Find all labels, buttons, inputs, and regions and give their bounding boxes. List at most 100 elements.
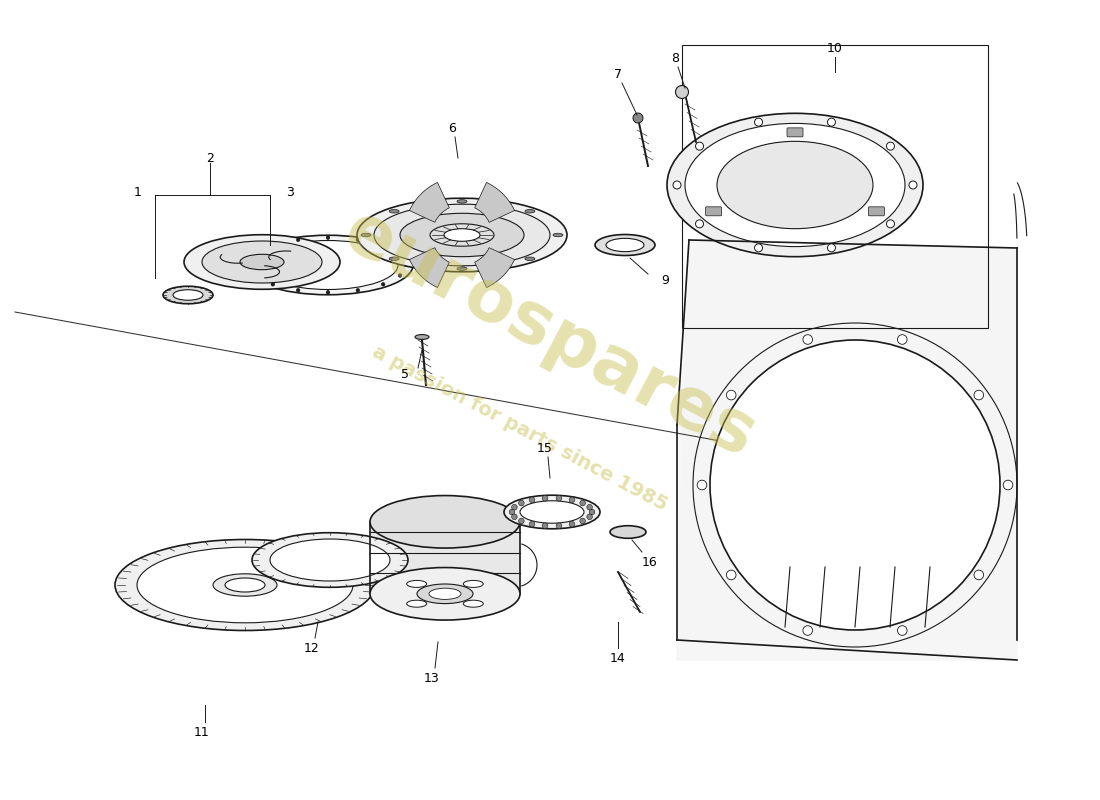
- Ellipse shape: [717, 142, 873, 229]
- Text: 12: 12: [304, 642, 320, 654]
- Circle shape: [726, 390, 736, 400]
- Circle shape: [542, 495, 548, 501]
- Circle shape: [726, 570, 736, 580]
- Circle shape: [271, 244, 275, 247]
- Text: 6: 6: [448, 122, 455, 134]
- Circle shape: [675, 86, 689, 98]
- Ellipse shape: [116, 539, 375, 630]
- Circle shape: [254, 253, 257, 256]
- Polygon shape: [676, 240, 1018, 640]
- Text: 15: 15: [537, 442, 553, 454]
- Ellipse shape: [667, 114, 923, 257]
- Circle shape: [755, 244, 762, 252]
- Text: 2: 2: [206, 151, 213, 165]
- Circle shape: [673, 181, 681, 189]
- Ellipse shape: [525, 257, 535, 261]
- Ellipse shape: [270, 539, 390, 581]
- Ellipse shape: [430, 224, 494, 246]
- Ellipse shape: [610, 526, 646, 538]
- Circle shape: [827, 118, 836, 126]
- Circle shape: [398, 253, 402, 256]
- Circle shape: [586, 514, 593, 519]
- Ellipse shape: [415, 334, 429, 339]
- Ellipse shape: [463, 600, 483, 607]
- Circle shape: [254, 274, 257, 278]
- Text: eurospares: eurospares: [332, 198, 768, 473]
- Circle shape: [509, 509, 515, 515]
- Circle shape: [327, 290, 330, 294]
- Ellipse shape: [184, 234, 340, 290]
- Ellipse shape: [252, 533, 408, 587]
- FancyBboxPatch shape: [868, 207, 884, 216]
- Circle shape: [512, 505, 517, 510]
- Circle shape: [803, 334, 813, 344]
- Ellipse shape: [173, 290, 204, 300]
- Circle shape: [249, 263, 252, 266]
- Ellipse shape: [595, 234, 654, 255]
- Ellipse shape: [407, 581, 427, 587]
- Circle shape: [382, 282, 385, 286]
- Ellipse shape: [370, 495, 520, 548]
- Text: 16: 16: [642, 555, 658, 569]
- Ellipse shape: [429, 588, 461, 599]
- Ellipse shape: [243, 235, 412, 294]
- Polygon shape: [370, 522, 520, 594]
- Ellipse shape: [456, 267, 468, 270]
- Text: 9: 9: [661, 274, 669, 286]
- Ellipse shape: [400, 214, 524, 257]
- Circle shape: [590, 509, 595, 515]
- Text: 7: 7: [614, 69, 622, 82]
- Text: 3: 3: [286, 186, 294, 198]
- Circle shape: [898, 626, 907, 635]
- Ellipse shape: [553, 234, 563, 237]
- Text: 14: 14: [610, 651, 626, 665]
- Circle shape: [529, 522, 535, 527]
- Wedge shape: [409, 248, 449, 287]
- Ellipse shape: [417, 584, 473, 603]
- Circle shape: [569, 522, 575, 527]
- Circle shape: [695, 142, 704, 150]
- Circle shape: [586, 505, 593, 510]
- Circle shape: [356, 238, 360, 242]
- Circle shape: [697, 480, 707, 490]
- Circle shape: [710, 340, 1000, 630]
- Ellipse shape: [358, 198, 566, 272]
- Ellipse shape: [370, 567, 520, 620]
- Circle shape: [557, 523, 562, 529]
- Ellipse shape: [407, 600, 427, 607]
- Circle shape: [327, 236, 330, 239]
- Circle shape: [580, 518, 585, 524]
- Ellipse shape: [525, 210, 535, 213]
- Text: 13: 13: [425, 671, 440, 685]
- Ellipse shape: [456, 200, 468, 203]
- Circle shape: [803, 626, 813, 635]
- Circle shape: [542, 523, 548, 529]
- Circle shape: [1003, 480, 1013, 490]
- Ellipse shape: [374, 204, 550, 266]
- Ellipse shape: [389, 257, 399, 261]
- Polygon shape: [676, 240, 1018, 660]
- Wedge shape: [475, 248, 515, 287]
- Ellipse shape: [685, 123, 905, 246]
- Circle shape: [271, 282, 275, 286]
- Circle shape: [909, 181, 917, 189]
- Circle shape: [887, 220, 894, 228]
- Text: 1: 1: [134, 186, 142, 198]
- Ellipse shape: [520, 501, 584, 523]
- Text: 11: 11: [194, 726, 210, 738]
- Circle shape: [529, 497, 535, 502]
- Ellipse shape: [444, 229, 480, 242]
- Ellipse shape: [258, 241, 398, 290]
- Circle shape: [974, 390, 983, 400]
- Ellipse shape: [240, 254, 284, 270]
- Circle shape: [569, 497, 575, 502]
- Circle shape: [580, 500, 585, 506]
- Text: 10: 10: [827, 42, 843, 54]
- Circle shape: [974, 570, 983, 580]
- Text: 5: 5: [402, 369, 409, 382]
- Circle shape: [632, 113, 644, 123]
- Ellipse shape: [389, 210, 399, 213]
- Text: 8: 8: [671, 51, 679, 65]
- Circle shape: [827, 244, 836, 252]
- FancyBboxPatch shape: [705, 207, 722, 216]
